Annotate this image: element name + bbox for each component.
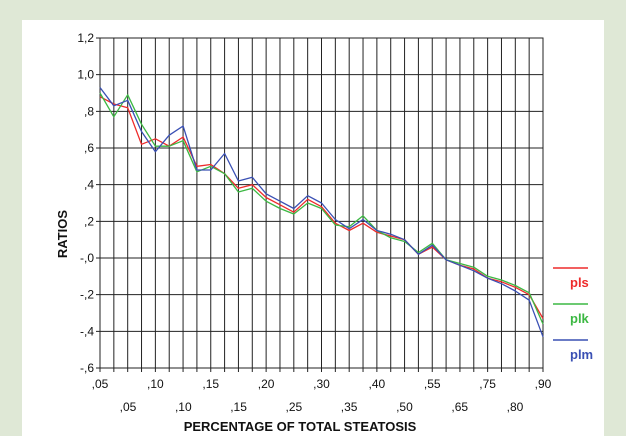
- x-axis-label: PERCENTAGE OF TOTAL STEATOSIS: [184, 419, 417, 434]
- legend: pls plk plm: [553, 267, 593, 362]
- x-tick-label: ,80: [507, 400, 524, 414]
- x-tick-label: ,90: [535, 377, 552, 391]
- x-tick-label: ,15: [230, 400, 247, 414]
- y-tick-label: -,2: [80, 288, 94, 302]
- x-tick-label: ,25: [286, 400, 303, 414]
- x-axis-ticks: ,05 ,10 ,15 ,20 ,30 ,40 ,55 ,75 ,90 ,05 ,10 ,15 ,25,…: [92, 377, 552, 414]
- series-line-pls: [99, 96, 544, 319]
- x-tick-label: ,05: [92, 377, 109, 391]
- y-tick-label: ,2: [84, 214, 94, 228]
- x-tick-label: ,65: [451, 400, 468, 414]
- y-tick-label: ,6: [84, 141, 94, 155]
- y-tick-label: ,4: [84, 178, 94, 192]
- x-tick-label: ,35: [341, 400, 358, 414]
- y-axis-label: RATIOS: [55, 210, 70, 258]
- x-tick-label: ,15: [202, 377, 219, 391]
- y-tick-label: -,0: [80, 251, 94, 265]
- y-tick-label: -,6: [80, 361, 94, 375]
- x-tick-label: ,55: [424, 377, 441, 391]
- y-tick-label: -,4: [80, 324, 94, 338]
- x-tick-label: ,05: [120, 400, 137, 414]
- x-tick-label: ,30: [313, 377, 330, 391]
- x-tick-label: ,10: [175, 400, 192, 414]
- x-tick-label: ,10: [147, 377, 164, 391]
- series-layer: [99, 87, 544, 338]
- x-tick-label: ,20: [258, 377, 275, 391]
- y-tick-label: ,8: [84, 104, 94, 118]
- legend-label-plk: plk: [570, 311, 590, 326]
- y-tick-label: 1,2: [77, 31, 94, 45]
- y-axis-ticks: 1,2 1,0 ,8 ,6 ,4 ,2 -,0 -,2 -,4 -,6: [77, 31, 94, 375]
- x-tick-label: ,40: [369, 377, 386, 391]
- series-line-plm: [99, 87, 544, 338]
- x-tick-label: ,50: [396, 400, 413, 414]
- legend-label-plm: plm: [570, 347, 593, 362]
- legend-label-pls: pls: [570, 275, 589, 290]
- x-tick-label: ,75: [479, 377, 496, 391]
- series-line-plk: [99, 92, 544, 325]
- y-tick-label: 1,0: [77, 68, 94, 82]
